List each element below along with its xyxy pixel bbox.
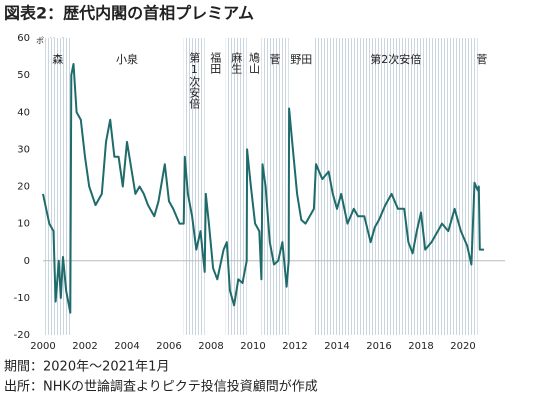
cabinet-label: 第1次安倍 — [188, 51, 201, 110]
x-tick-label: 2018 — [408, 341, 433, 352]
y-tick-label: 0 — [24, 256, 30, 267]
x-tick-label: 2014 — [324, 341, 349, 352]
cabinet-label: 第2次安倍 — [370, 52, 421, 66]
y-tick-label: 20 — [17, 182, 30, 193]
y-tick-label: 30 — [17, 144, 30, 155]
cabinet-label: 森 — [52, 52, 63, 66]
y-tick-label: -10 — [14, 293, 30, 304]
y-tick-label: 50 — [17, 70, 30, 81]
x-tick-label: 2002 — [72, 341, 97, 352]
footnote: 出所：NHKの世論調査よりピクテ投信投資顧問が作成 — [4, 379, 318, 395]
y-tick-label: 10 — [17, 219, 30, 230]
y-tick-label: 40 — [17, 107, 30, 118]
x-tick-label: 2010 — [240, 341, 265, 352]
chart-title: 図表2：歴代内閣の首相プレミアム — [4, 4, 254, 23]
x-tick-label: 2004 — [114, 341, 139, 352]
cabinet-label: 小泉 — [116, 52, 138, 66]
x-tick-label: 2000 — [30, 341, 55, 352]
x-tick-label: 2006 — [156, 341, 181, 352]
cabinet-label: 菅 — [476, 53, 487, 66]
cabinet-label: 福田 — [209, 51, 222, 74]
cabinet-label: 鳩山 — [248, 51, 261, 74]
y-tick-label: -20 — [14, 330, 30, 341]
x-tick-label: 2016 — [366, 341, 391, 352]
footnote: 期間：2020年～2021年1月 — [4, 360, 169, 375]
x-tick-label: 2012 — [282, 341, 307, 352]
x-tick-label: 2008 — [198, 341, 223, 352]
cabinet-label: 麻生 — [230, 51, 243, 74]
y-tick-label: 60 — [17, 33, 30, 44]
x-tick-label: 2020 — [450, 341, 475, 352]
cabinet-band — [313, 38, 478, 335]
cabinet-label: 野田 — [290, 53, 312, 66]
data-line — [42, 63, 484, 314]
cabinet-label: 菅 — [270, 53, 281, 66]
